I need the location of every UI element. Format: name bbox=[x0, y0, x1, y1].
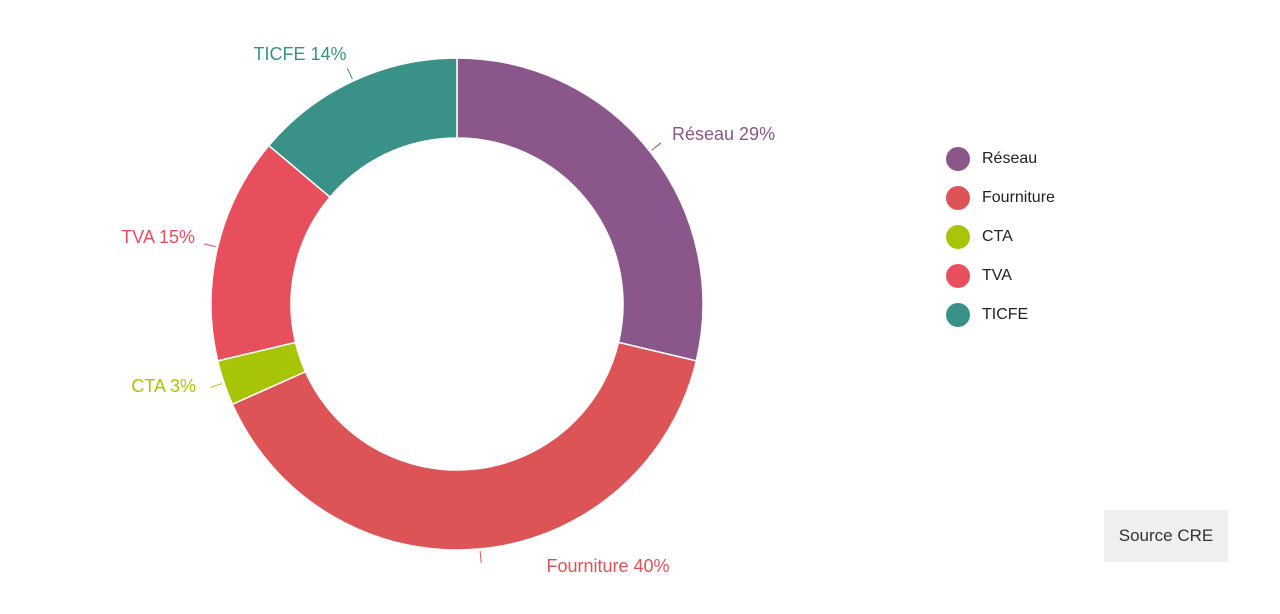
slice-connector-line bbox=[210, 383, 223, 388]
slice-label: CTA 3% bbox=[131, 376, 196, 396]
chart-legend: Réseau Fourniture CTA TVA TICFE bbox=[946, 147, 1055, 342]
legend-swatch-fourniture bbox=[946, 186, 970, 210]
legend-item-ticfe[interactable]: TICFE bbox=[946, 303, 1055, 327]
legend-label-cta: CTA bbox=[982, 228, 1013, 245]
slice-connector-line bbox=[651, 142, 662, 151]
legend-item-reseau[interactable]: Réseau bbox=[946, 147, 1055, 171]
legend-swatch-reseau bbox=[946, 147, 970, 171]
donut-slice-reseau[interactable] bbox=[456, 57, 704, 362]
slice-connector-line bbox=[346, 68, 353, 80]
donut-slice-fourniture[interactable] bbox=[231, 341, 698, 551]
slice-connector-line bbox=[479, 550, 482, 563]
slice-label: TVA 15% bbox=[121, 227, 195, 247]
legend-label-reseau: Réseau bbox=[982, 150, 1038, 167]
legend-item-fourniture[interactable]: Fourniture bbox=[946, 186, 1055, 210]
slice-label: Fourniture 40% bbox=[546, 556, 669, 576]
slice-label: TICFE 14% bbox=[253, 44, 346, 64]
source-button[interactable]: Source CRE bbox=[1104, 510, 1228, 562]
legend-label-fourniture: Fourniture bbox=[982, 189, 1055, 206]
slice-label: Réseau 29% bbox=[672, 124, 775, 144]
slice-connector-line bbox=[203, 243, 216, 248]
legend-item-tva[interactable]: TVA bbox=[946, 264, 1055, 288]
legend-swatch-ticfe bbox=[946, 303, 970, 327]
legend-label-tva: TVA bbox=[982, 267, 1012, 284]
legend-swatch-cta bbox=[946, 225, 970, 249]
donut-slice-ticfe[interactable] bbox=[267, 57, 458, 199]
legend-swatch-tva bbox=[946, 264, 970, 288]
legend-item-cta[interactable]: CTA bbox=[946, 225, 1055, 249]
legend-label-ticfe: TICFE bbox=[982, 306, 1029, 323]
